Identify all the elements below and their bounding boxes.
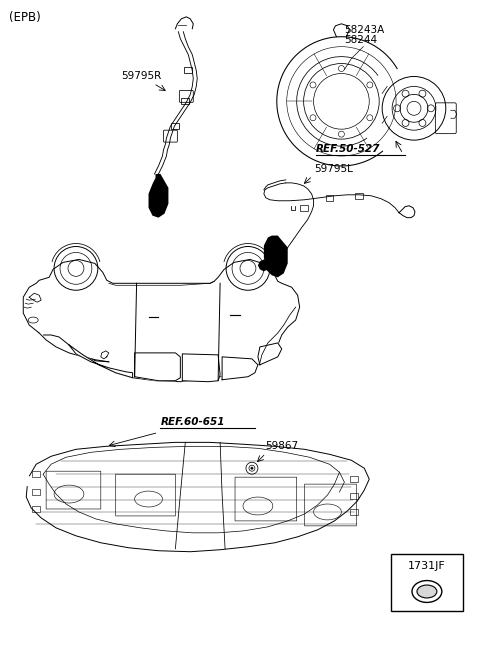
Bar xyxy=(181,98,189,104)
Text: (EPB): (EPB) xyxy=(9,11,41,24)
Polygon shape xyxy=(182,354,220,382)
Polygon shape xyxy=(222,357,258,380)
Polygon shape xyxy=(258,259,270,271)
Polygon shape xyxy=(148,174,168,217)
Bar xyxy=(300,205,308,211)
Polygon shape xyxy=(258,343,282,365)
Polygon shape xyxy=(69,345,132,378)
Bar xyxy=(32,506,40,512)
Text: 59795R: 59795R xyxy=(120,71,161,81)
Text: REF.60-651: REF.60-651 xyxy=(160,418,225,428)
Bar xyxy=(171,123,180,129)
Bar xyxy=(350,509,358,515)
Bar xyxy=(391,554,463,611)
Bar xyxy=(32,489,40,495)
Bar xyxy=(350,493,358,499)
Text: 58244: 58244 xyxy=(344,35,377,45)
Circle shape xyxy=(251,467,253,469)
Text: 59795L: 59795L xyxy=(314,164,353,174)
Bar xyxy=(32,471,40,477)
Text: 59867: 59867 xyxy=(265,442,298,452)
Text: 1731JF: 1731JF xyxy=(408,561,446,571)
Text: 58243A: 58243A xyxy=(344,25,384,35)
Bar xyxy=(325,195,334,201)
Bar xyxy=(350,476,358,482)
Ellipse shape xyxy=(417,585,437,598)
Polygon shape xyxy=(134,353,180,381)
Text: REF.50-527: REF.50-527 xyxy=(315,144,380,154)
Bar xyxy=(184,66,192,72)
Polygon shape xyxy=(264,235,288,277)
Bar xyxy=(355,193,363,199)
